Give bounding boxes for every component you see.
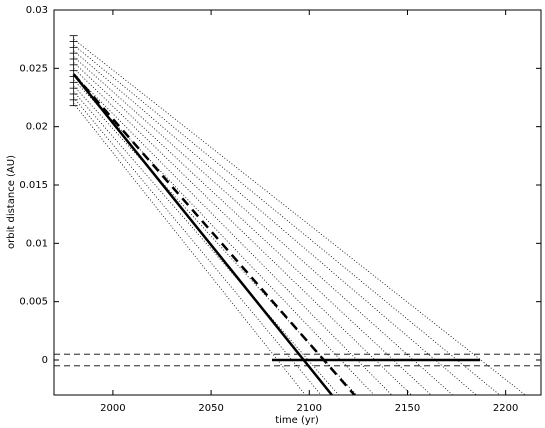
series-line (73, 62, 432, 395)
series-line (73, 103, 306, 395)
series-line (73, 68, 412, 395)
series-line (73, 73, 393, 395)
series-line (73, 50, 477, 395)
series-line (73, 91, 340, 395)
series-line (72, 73, 333, 395)
x-tick-label: 2100 (297, 403, 322, 414)
x-tick-label: 2050 (198, 403, 223, 414)
series-line (73, 44, 501, 395)
y-tick-label: 0.01 (26, 238, 48, 249)
y-tick-label: 0.03 (26, 5, 48, 16)
x-tick-label: 2200 (493, 403, 518, 414)
plot-frame (53, 9, 542, 396)
y-tick-label: 0.015 (19, 180, 48, 191)
x-tick-label: 2000 (100, 403, 125, 414)
x-axis-label: time (yr) (275, 415, 319, 426)
series-line (73, 85, 357, 395)
x-tick-label: 2150 (395, 403, 420, 414)
series-line (73, 56, 453, 395)
series-line (72, 73, 356, 395)
y-axis-label: orbit distance (AU) (6, 155, 17, 249)
y-tick-label: 0.025 (19, 63, 48, 74)
y-tick-label: 0.005 (19, 297, 48, 308)
y-tick-label: 0.02 (26, 122, 48, 133)
y-tick-label: 0 (42, 355, 48, 366)
